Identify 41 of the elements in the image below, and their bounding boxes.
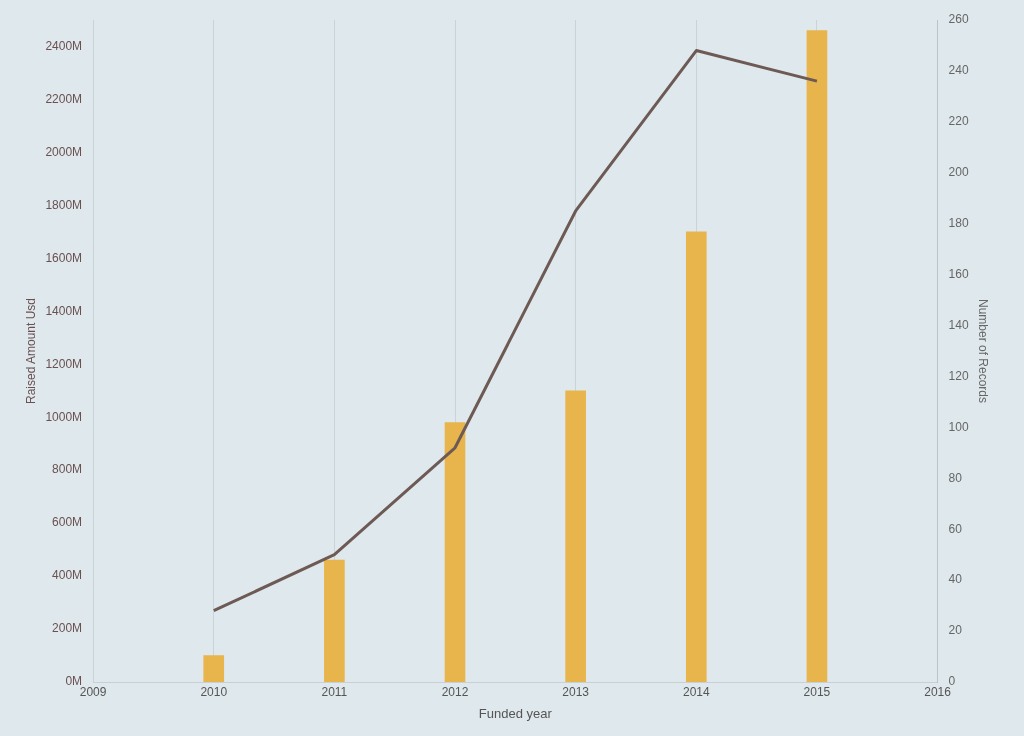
x-tick-label: 2015 <box>803 684 831 699</box>
x-tick-label: 2012 <box>441 684 469 699</box>
y2-tick-label: 140 <box>948 317 969 332</box>
x-tick-label: 2010 <box>200 684 228 699</box>
bar <box>565 390 586 682</box>
bar <box>444 422 466 682</box>
bar <box>203 655 225 682</box>
y-tick-label: 2200M <box>45 91 83 106</box>
y-tick-label: 800M <box>52 462 83 477</box>
y-tick-label: 600M <box>52 515 83 530</box>
y2-tick-label: 180 <box>948 216 969 230</box>
x-tick-label: 2013 <box>562 684 590 699</box>
y2-tick-label: 60 <box>948 521 963 536</box>
y-axis-title: Raised Amount Usd <box>23 297 38 405</box>
y-tick-label: 1200M <box>45 356 83 371</box>
bar <box>806 30 828 682</box>
x-tick-label: 2011 <box>321 684 348 699</box>
y2-axis-title: Number of Records <box>976 298 991 404</box>
y-tick-label: 400M <box>52 568 83 583</box>
y2-tick-label: 80 <box>948 470 963 485</box>
y2-tick-label: 120 <box>948 368 969 383</box>
x-axis-title: Funded year <box>478 705 553 721</box>
y-tick-label: 1600M <box>45 250 83 265</box>
y2-tick-label: 100 <box>948 419 969 434</box>
y-tick-label: 2000M <box>45 144 83 159</box>
bar <box>324 559 345 682</box>
bar <box>685 231 707 682</box>
x-tick-label: 2009 <box>79 684 107 699</box>
y2-tick-label: 260 <box>948 12 969 27</box>
y-tick-label: 200M <box>52 621 83 636</box>
y-tick-label: 1400M <box>45 303 83 318</box>
y2-tick-label: 220 <box>948 114 969 129</box>
y2-tick-label: 40 <box>948 572 963 587</box>
y2-tick-label: 200 <box>948 165 969 180</box>
y2-tick-label: 20 <box>948 623 963 638</box>
y2-tick-label: 160 <box>948 266 969 281</box>
y-tick-label: 1000M <box>45 409 83 424</box>
x-tick-label: 2014 <box>682 684 710 699</box>
y-tick-label: 1800M <box>45 197 83 212</box>
y-tick-label: 2400M <box>45 38 83 53</box>
y2-tick-label: 240 <box>948 63 969 78</box>
